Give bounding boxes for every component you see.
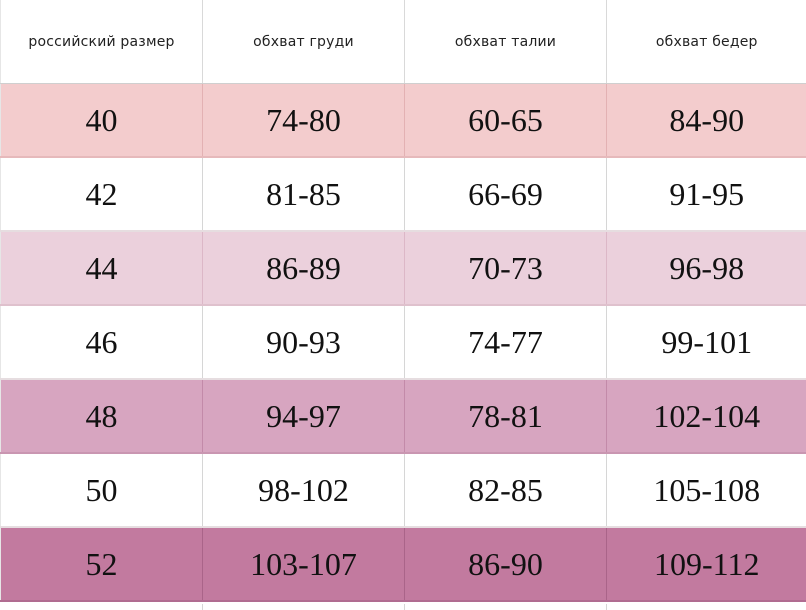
hips-cell: 105-108 [606,453,806,528]
waist-cell: 60-65 [404,83,607,158]
table-row: 50 98-102 82-85 105-108 [0,453,806,528]
chest-cell: 86-89 [202,231,405,306]
header-waist: обхват талии [404,0,607,84]
chest-cell: 74-80 [202,83,405,158]
waist-cell: 86-90 [404,527,607,602]
hips-cell: 102-104 [606,379,806,454]
table-row: 44 86-89 70-73 96-98 [0,231,806,306]
header-row: российский размер обхват груди обхват та… [0,0,806,84]
size-cell: 44 [0,231,203,306]
table-row: 52 103-107 86-90 109-112 [0,527,806,602]
size-cell: 46 [0,305,203,380]
header-hips: обхват бедер [606,0,806,84]
size-cell: 48 [0,379,203,454]
size-cell: 52 [0,527,203,602]
chest-cell: 103-107 [202,527,405,602]
header-chest: обхват груди [202,0,405,84]
table-row: 46 90-93 74-77 99-101 [0,305,806,380]
waist-cell: 78-81 [404,379,607,454]
waist-cell: 70-73 [404,231,607,306]
hips-cell: 91-95 [606,157,806,232]
size-cell: 42 [0,157,203,232]
hips-cell: 109-112 [606,527,806,602]
chest-cell: 81-85 [202,157,405,232]
chest-cell: 98-102 [202,453,405,528]
hips-cell: 96-98 [606,231,806,306]
table-row: 48 94-97 78-81 102-104 [0,379,806,454]
table-row: 40 74-80 60-65 84-90 [0,83,806,158]
table-row: 42 81-85 66-69 91-95 [0,157,806,232]
header-russian-size: российский размер [0,0,203,84]
size-cell: 40 [0,83,203,158]
chest-cell: 94-97 [202,379,405,454]
chest-cell: 90-93 [202,305,405,380]
table-continuation [0,604,806,610]
hips-cell: 84-90 [606,83,806,158]
size-cell: 50 [0,453,203,528]
hips-cell: 99-101 [606,305,806,380]
waist-cell: 82-85 [404,453,607,528]
waist-cell: 66-69 [404,157,607,232]
waist-cell: 74-77 [404,305,607,380]
